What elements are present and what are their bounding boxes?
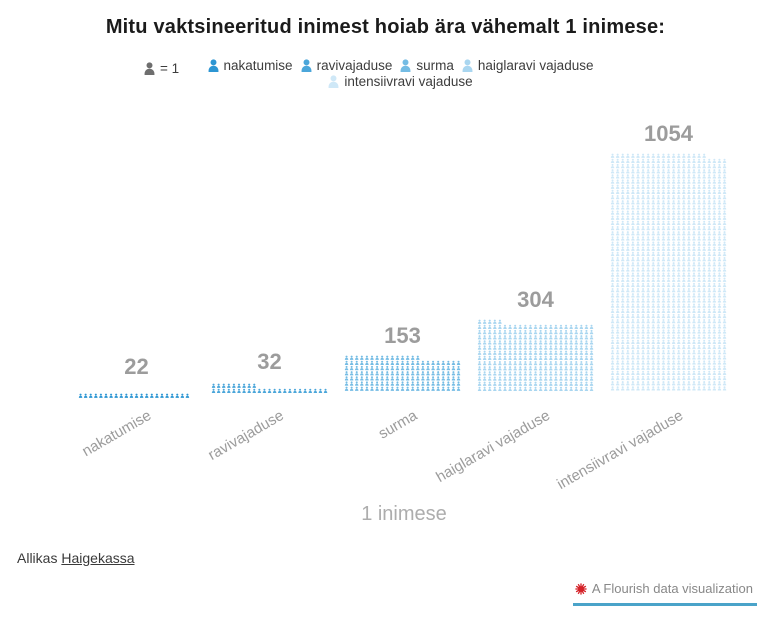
pictogram-icons <box>477 319 594 391</box>
legend-item-label: intensiivravi vajaduse <box>344 74 473 89</box>
pictogram-bar-nakatumise[interactable] <box>78 386 196 404</box>
flourish-attribution-link[interactable]: A Flourish data visualization <box>572 581 757 606</box>
pictogram-bar-haiglaravi-vajaduse[interactable] <box>477 319 595 397</box>
value-label-haiglaravi-vajaduse: 304 <box>517 286 554 312</box>
value-label-ravivajaduse: 32 <box>257 348 282 374</box>
source-footer: Allikas Haigekassa <box>17 550 135 566</box>
legend-item-nakatumise: nakatumise <box>207 58 293 73</box>
pictogram-bar-ravivajaduse[interactable] <box>211 381 329 399</box>
value-label-nakatumise: 22 <box>124 353 149 379</box>
value-label-intensiivravi-vajaduse: 1054 <box>644 121 693 147</box>
legend-item-label: nakatumise <box>223 58 293 73</box>
chart-title: Mitu vaktsineeritud inimest hoiab ära vä… <box>105 16 666 38</box>
legend-item-haiglaravi-vajaduse: haiglaravi vajaduse <box>461 58 594 73</box>
category-label-surma: surma <box>375 407 420 443</box>
value-label-surma: 153 <box>384 322 421 348</box>
legend-item-label: surma <box>416 58 454 73</box>
x-axis-title: 1 inimese <box>361 503 447 525</box>
category-label-haiglaravi-vajaduse: haiglaravi vajaduse <box>433 407 553 486</box>
pictogram-icons <box>610 153 727 391</box>
source-prefix: Allikas <box>17 550 62 566</box>
category-label-intensiivravi-vajaduse: intensiivravi vajaduse <box>554 407 686 494</box>
pictogram-icons <box>78 393 190 398</box>
pictogram-icons <box>211 383 328 393</box>
pictogram-bar-intensiivravi-vajaduse[interactable] <box>610 153 728 396</box>
legend-item-label: ravivajaduse <box>316 58 393 73</box>
pictogram-bar-surma[interactable] <box>344 355 462 397</box>
source-link[interactable]: Haigekassa <box>61 550 135 566</box>
flourish-burst-icon <box>575 582 587 595</box>
legend-item-surma: surma <box>399 58 454 73</box>
legend-key: = 1 <box>143 61 179 76</box>
flourish-attribution-label: A Flourish data visualization <box>591 581 753 596</box>
legend-item-intensiivravi-vajaduse: intensiivravi vajaduse <box>327 74 473 89</box>
legend: nakatumise ravivajaduse surma haiglaravi va… <box>195 58 605 89</box>
pictogram-icons <box>344 355 461 391</box>
legend-item-ravivajaduse: ravivajaduse <box>300 58 393 73</box>
legend-key-label: = 1 <box>160 61 180 76</box>
category-label-ravivajaduse: ravivajaduse <box>205 407 287 464</box>
legend-item-label: haiglaravi vajaduse <box>477 58 594 73</box>
category-label-nakatumise: nakatumise <box>79 407 154 461</box>
